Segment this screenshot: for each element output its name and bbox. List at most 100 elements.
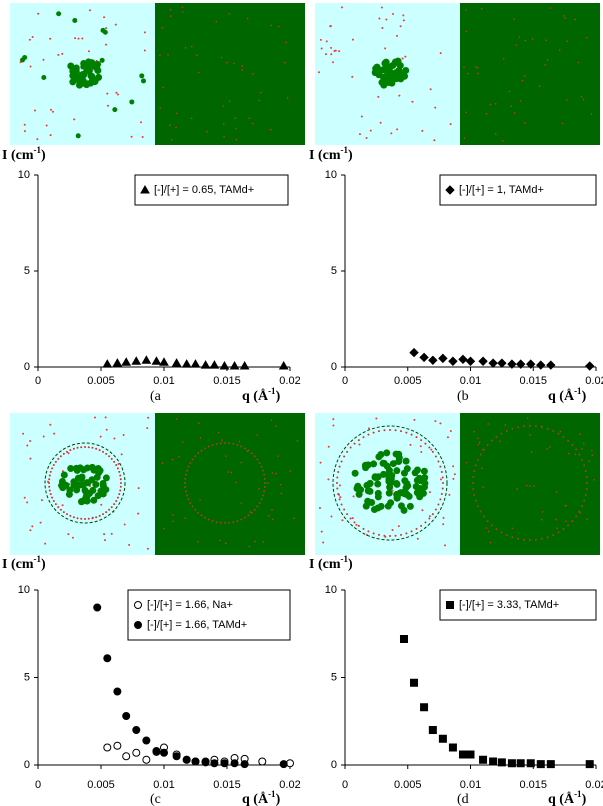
ghost-ring [500,432,503,435]
corona-dot [434,455,437,458]
ion [178,455,180,458]
ion [581,448,583,450]
corona-dot [415,527,418,530]
ion [87,50,90,53]
ion [511,527,514,530]
ion [275,472,277,475]
ghost-ring [511,536,514,539]
point [131,356,142,365]
corona-dot [66,450,68,453]
ghost-ring [584,470,587,473]
ion [339,496,342,499]
corona-dot [119,489,122,492]
ion [114,23,117,26]
corona-dot [362,436,365,439]
ion [99,435,102,438]
ion [482,486,484,488]
corona-dot [434,508,437,511]
micelle-unit [89,486,97,494]
ion [351,38,354,41]
ghost-ring [184,477,187,480]
ghost-ring [185,469,188,472]
ion [277,25,280,28]
x-tick-label: 0.01 [153,375,174,387]
ghost-ring [236,520,239,523]
ion [499,440,501,442]
ion [591,449,593,452]
ion [279,483,282,486]
micelle-unit [72,464,80,472]
free-unit [20,57,26,63]
ion [49,423,52,426]
ghost-ring [495,528,498,531]
ghost-ring [253,508,256,511]
ion [258,99,261,102]
ghost-ring [184,490,187,493]
ion [260,91,262,94]
point [152,747,161,755]
ion [162,86,164,89]
ion [169,15,172,17]
ghost-ring [495,435,498,438]
ion [197,71,200,74]
ion [222,123,225,125]
ion [568,452,570,455]
x-tick-label: 0.015 [213,375,241,387]
free-unit [41,74,47,80]
micelle-unit [393,467,401,475]
point [258,757,267,766]
corona-dot [119,485,122,488]
micelle-unit [420,467,428,475]
corona-dot [62,511,65,514]
point [497,758,506,767]
ion [139,121,142,124]
corona-dot [424,521,427,524]
ion [248,545,251,548]
ion [332,418,335,421]
ion [113,437,116,440]
point [121,357,132,366]
corona-dot [437,503,440,506]
y-axis-label-part: I (cm [309,557,341,572]
ion [434,420,437,423]
corona-dot [120,482,122,484]
corona-dot [110,457,113,460]
ion [223,135,225,138]
corona-dot [48,489,51,492]
corona-dot [80,517,83,520]
ion [221,439,223,441]
micelle-unit [374,480,382,488]
ion [67,533,70,536]
ion [318,506,321,509]
ghost-ring [224,522,226,524]
point [151,356,162,365]
ion [319,461,322,464]
x-tick-label: 0 [342,375,348,387]
ghost-ring [207,518,210,521]
legend-marker [134,601,142,609]
ion [473,430,475,433]
ion [159,54,161,57]
ghost-ring [194,455,197,458]
corona-dot [439,465,442,468]
point [191,757,200,766]
ion [515,44,518,46]
point [113,687,122,696]
ion [137,512,140,515]
micelle-unit [94,465,102,473]
ion [182,11,184,13]
ion [380,6,383,9]
free-unit [75,133,81,139]
ion [340,6,343,9]
micelle-unit [364,461,372,469]
ion [541,518,543,521]
corona-dot [51,467,54,470]
micelle-unit [387,499,395,507]
ion [222,105,224,107]
panel-label: (d [457,792,469,806]
x-axis-label: q (Å-1) [242,386,281,404]
corona-dot [91,517,94,520]
point [239,361,250,370]
ghost-ring [474,499,477,502]
ghost-ring [578,510,581,513]
